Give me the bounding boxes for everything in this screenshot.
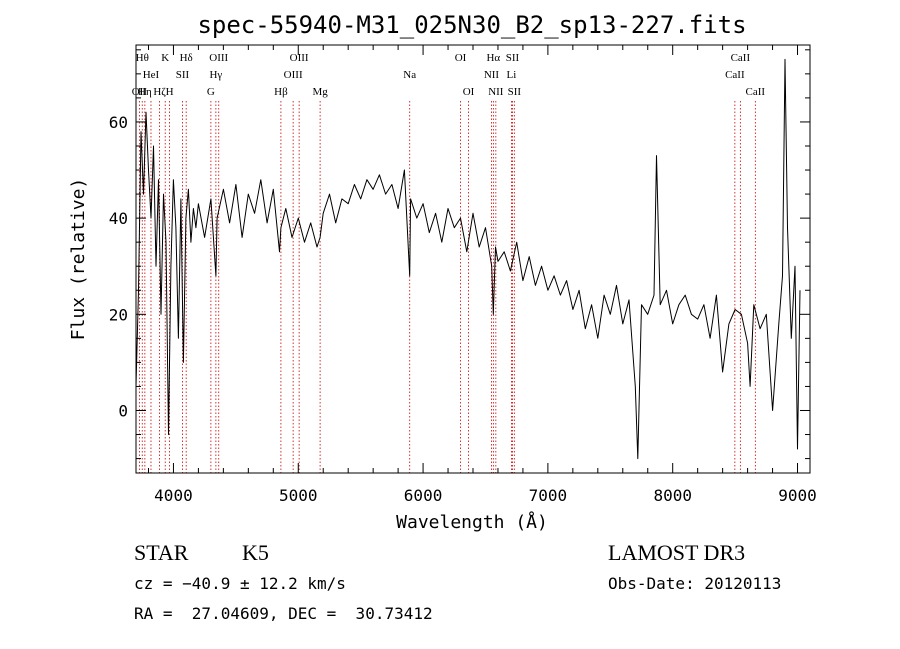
spectral-line-label: Hβ [274,86,288,98]
spectral-line-label: Hη [138,86,152,98]
y-tick-label: 20 [109,305,128,324]
x-tick-label: 5000 [279,486,318,505]
spectral-line-label: CaII [746,86,766,98]
x-tick-label: 4000 [154,486,193,505]
axis-ticks: 4000 5000 6000 7000 8000 9000 0 20 40 60 [109,45,817,505]
spectral-line-label: Hα [486,52,500,64]
x-tick-label: 9000 [778,486,817,505]
y-axis-label: Flux (relative) [68,178,89,341]
spectral-line-label: Na [403,69,416,81]
subclass-label: K5 [242,540,269,565]
plot-frame [135,44,811,474]
spectral-line-label: K [161,52,169,64]
spectral-line-label: Hγ [209,69,222,81]
x-tick-label: 6000 [404,486,443,505]
spectral-line-label: OI [463,86,475,98]
spectral-line-label: OIII [290,52,309,64]
spectral-line-label: Li [507,69,517,81]
spectral-line-label: G [207,86,215,98]
spectral-line-label: Hζ [153,86,166,98]
spectral-line-label: HeI [143,69,160,81]
spectral-line-label: SII [176,69,190,81]
chart-title: spec-55940-M31_025N30_B2_sp13-227.fits [197,11,746,39]
spectral-line-label: CaII [731,52,751,64]
spectral-line-label: Mg [312,86,328,98]
survey-label: LAMOST DR3 [608,540,746,565]
spectral-line-label: NII [488,86,504,98]
spectral-line-label: H [166,86,174,98]
spectral-line-label: SII [506,52,520,64]
radec-text: RA = 27.04609, DEC = 30.73412 [134,604,433,623]
spectral-line-label: CaII [725,69,745,81]
x-axis-label: Wavelength (Å) [396,511,548,533]
spectral-line-label: NII [484,69,500,81]
y-tick-label: 60 [109,113,128,132]
spectrum-plot [135,58,801,460]
y-tick-label: 40 [109,209,128,228]
spectral-line-label: OI [455,52,467,64]
class-label: STAR [134,540,189,565]
spectral-line-markers: OIIHθHηHeIHζKHSIIHδGHγOIIIHβOIIIOIIIMgNa… [132,52,766,473]
redshift-text: cz = −40.9 ± 12.2 km/s [134,574,346,593]
spectral-line-label: Hδ [180,52,193,64]
spectrum-line [135,58,801,460]
spectral-line-label: Hθ [136,52,149,64]
obs-date-text: Obs-Date: 20120113 [608,574,782,593]
spectral-line-label: SII [508,86,522,98]
y-tick-label: 0 [118,401,128,420]
spectral-line-label: OIII [284,69,303,81]
x-tick-label: 8000 [653,486,692,505]
spectral-line-label: OIII [209,52,228,64]
x-tick-label: 7000 [529,486,568,505]
